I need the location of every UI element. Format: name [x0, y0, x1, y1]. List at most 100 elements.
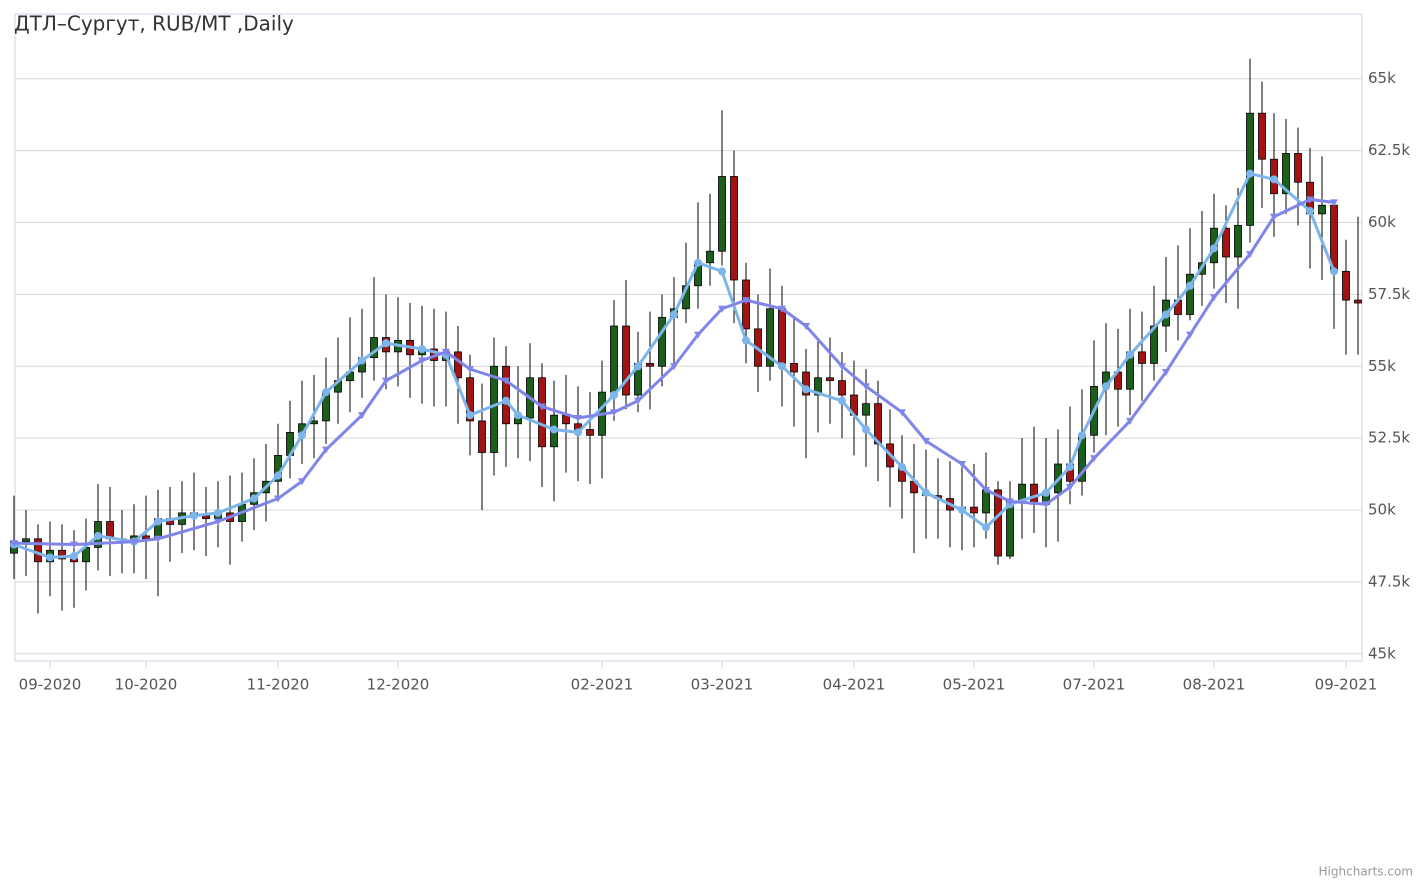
candle-body — [1342, 270, 1350, 301]
candle-body — [1282, 153, 1290, 195]
line-marker — [70, 552, 78, 561]
line-marker — [1246, 251, 1254, 259]
line-marker — [322, 446, 330, 454]
y-tick-label: 60k — [1368, 213, 1396, 231]
candle-body — [1138, 351, 1146, 364]
y-tick-label: 55k — [1368, 357, 1396, 375]
line-marker — [982, 486, 990, 494]
candle-body — [586, 429, 594, 436]
line-marker — [538, 403, 546, 411]
line-marker — [214, 518, 222, 526]
line-marker — [718, 305, 726, 313]
credit[interactable]: Highcharts.com — [1319, 865, 1413, 879]
candle-body — [478, 420, 486, 453]
line-marker — [1210, 244, 1218, 253]
candle-body — [1318, 204, 1326, 215]
line-marker — [1186, 331, 1194, 339]
candle-body — [1222, 227, 1230, 258]
x-tick-label: 10-2020 — [115, 676, 178, 694]
y-tick-label: 47.5k — [1368, 572, 1410, 590]
candle-body — [538, 377, 546, 448]
line-marker — [274, 495, 282, 503]
line-marker — [718, 267, 726, 276]
x-tick-label: 05-2021 — [943, 676, 1006, 694]
candle-body — [814, 377, 822, 396]
line-marker — [130, 538, 138, 546]
candle-body — [58, 549, 66, 560]
x-tick-label: 09-2020 — [19, 676, 82, 694]
line-marker — [382, 377, 390, 385]
line-marker — [898, 462, 906, 471]
line-marker — [250, 494, 258, 503]
line-marker — [1162, 310, 1170, 319]
candle-body — [1294, 153, 1302, 183]
line-marker — [778, 305, 786, 313]
line-marker — [922, 438, 930, 446]
chart-title: ДТЛ–Сургут, RUB/MT ,Daily — [14, 12, 294, 36]
line-marker — [154, 517, 162, 526]
line-marker — [214, 508, 222, 517]
line-marker — [502, 396, 510, 405]
line-marker — [154, 535, 162, 543]
candle-body — [706, 250, 714, 264]
x-tick-label: 07-2021 — [1063, 676, 1126, 694]
candle-body — [778, 308, 786, 364]
line-marker — [418, 345, 426, 354]
candle-body — [862, 403, 870, 416]
y-tick-label: 62.5k — [1368, 141, 1410, 159]
line-marker — [838, 396, 846, 405]
line-marker — [298, 478, 306, 486]
line-marker — [466, 366, 474, 374]
candle-body — [658, 316, 666, 367]
y-tick-label: 52.5k — [1368, 429, 1410, 447]
line-marker — [862, 383, 870, 391]
line-marker — [778, 362, 786, 371]
moving-average-line — [13, 172, 1336, 559]
line-marker — [694, 331, 702, 339]
line-marker — [1162, 369, 1170, 377]
line-marker — [1006, 498, 1014, 506]
line-marker — [958, 461, 966, 469]
line-marker — [1330, 267, 1338, 276]
x-tick-label: 09-2021 — [1315, 676, 1378, 694]
line-marker — [1306, 196, 1314, 204]
candle-body — [454, 351, 462, 379]
candle-body — [142, 535, 150, 540]
x-tick-label: 02-2021 — [571, 676, 634, 694]
x-tick-label: 12-2020 — [367, 676, 430, 694]
line-marker — [1126, 350, 1134, 359]
line-marker — [502, 377, 510, 385]
y-tick-label: 45k — [1368, 644, 1396, 662]
candle-body — [610, 325, 618, 393]
line-marker — [382, 339, 390, 348]
line-marker — [802, 385, 810, 394]
candle-body — [202, 515, 210, 520]
line-marker — [1042, 501, 1050, 509]
line-marker — [574, 428, 582, 437]
line-marker — [514, 411, 522, 420]
line-marker — [1186, 281, 1194, 290]
candle-body — [1030, 483, 1038, 505]
line-marker — [358, 356, 366, 365]
line-marker — [418, 357, 426, 365]
line-marker — [1306, 206, 1314, 215]
x-tick-label: 04-2021 — [823, 676, 886, 694]
candle-body — [34, 538, 42, 563]
line-marker — [670, 310, 678, 319]
line-marker — [274, 471, 282, 480]
candle-body — [838, 380, 846, 396]
candle-body — [490, 365, 498, 453]
line-marker — [610, 391, 618, 400]
line-marker — [982, 523, 990, 532]
line-marker — [1042, 488, 1050, 497]
line-marker — [1126, 417, 1134, 425]
line-marker — [1102, 382, 1110, 391]
line-marker — [1210, 294, 1218, 302]
line-marker — [898, 409, 906, 417]
line-marker — [298, 431, 306, 440]
candle-body — [766, 308, 774, 367]
candle-body — [1258, 112, 1266, 160]
y-tick-label: 50k — [1368, 501, 1396, 519]
